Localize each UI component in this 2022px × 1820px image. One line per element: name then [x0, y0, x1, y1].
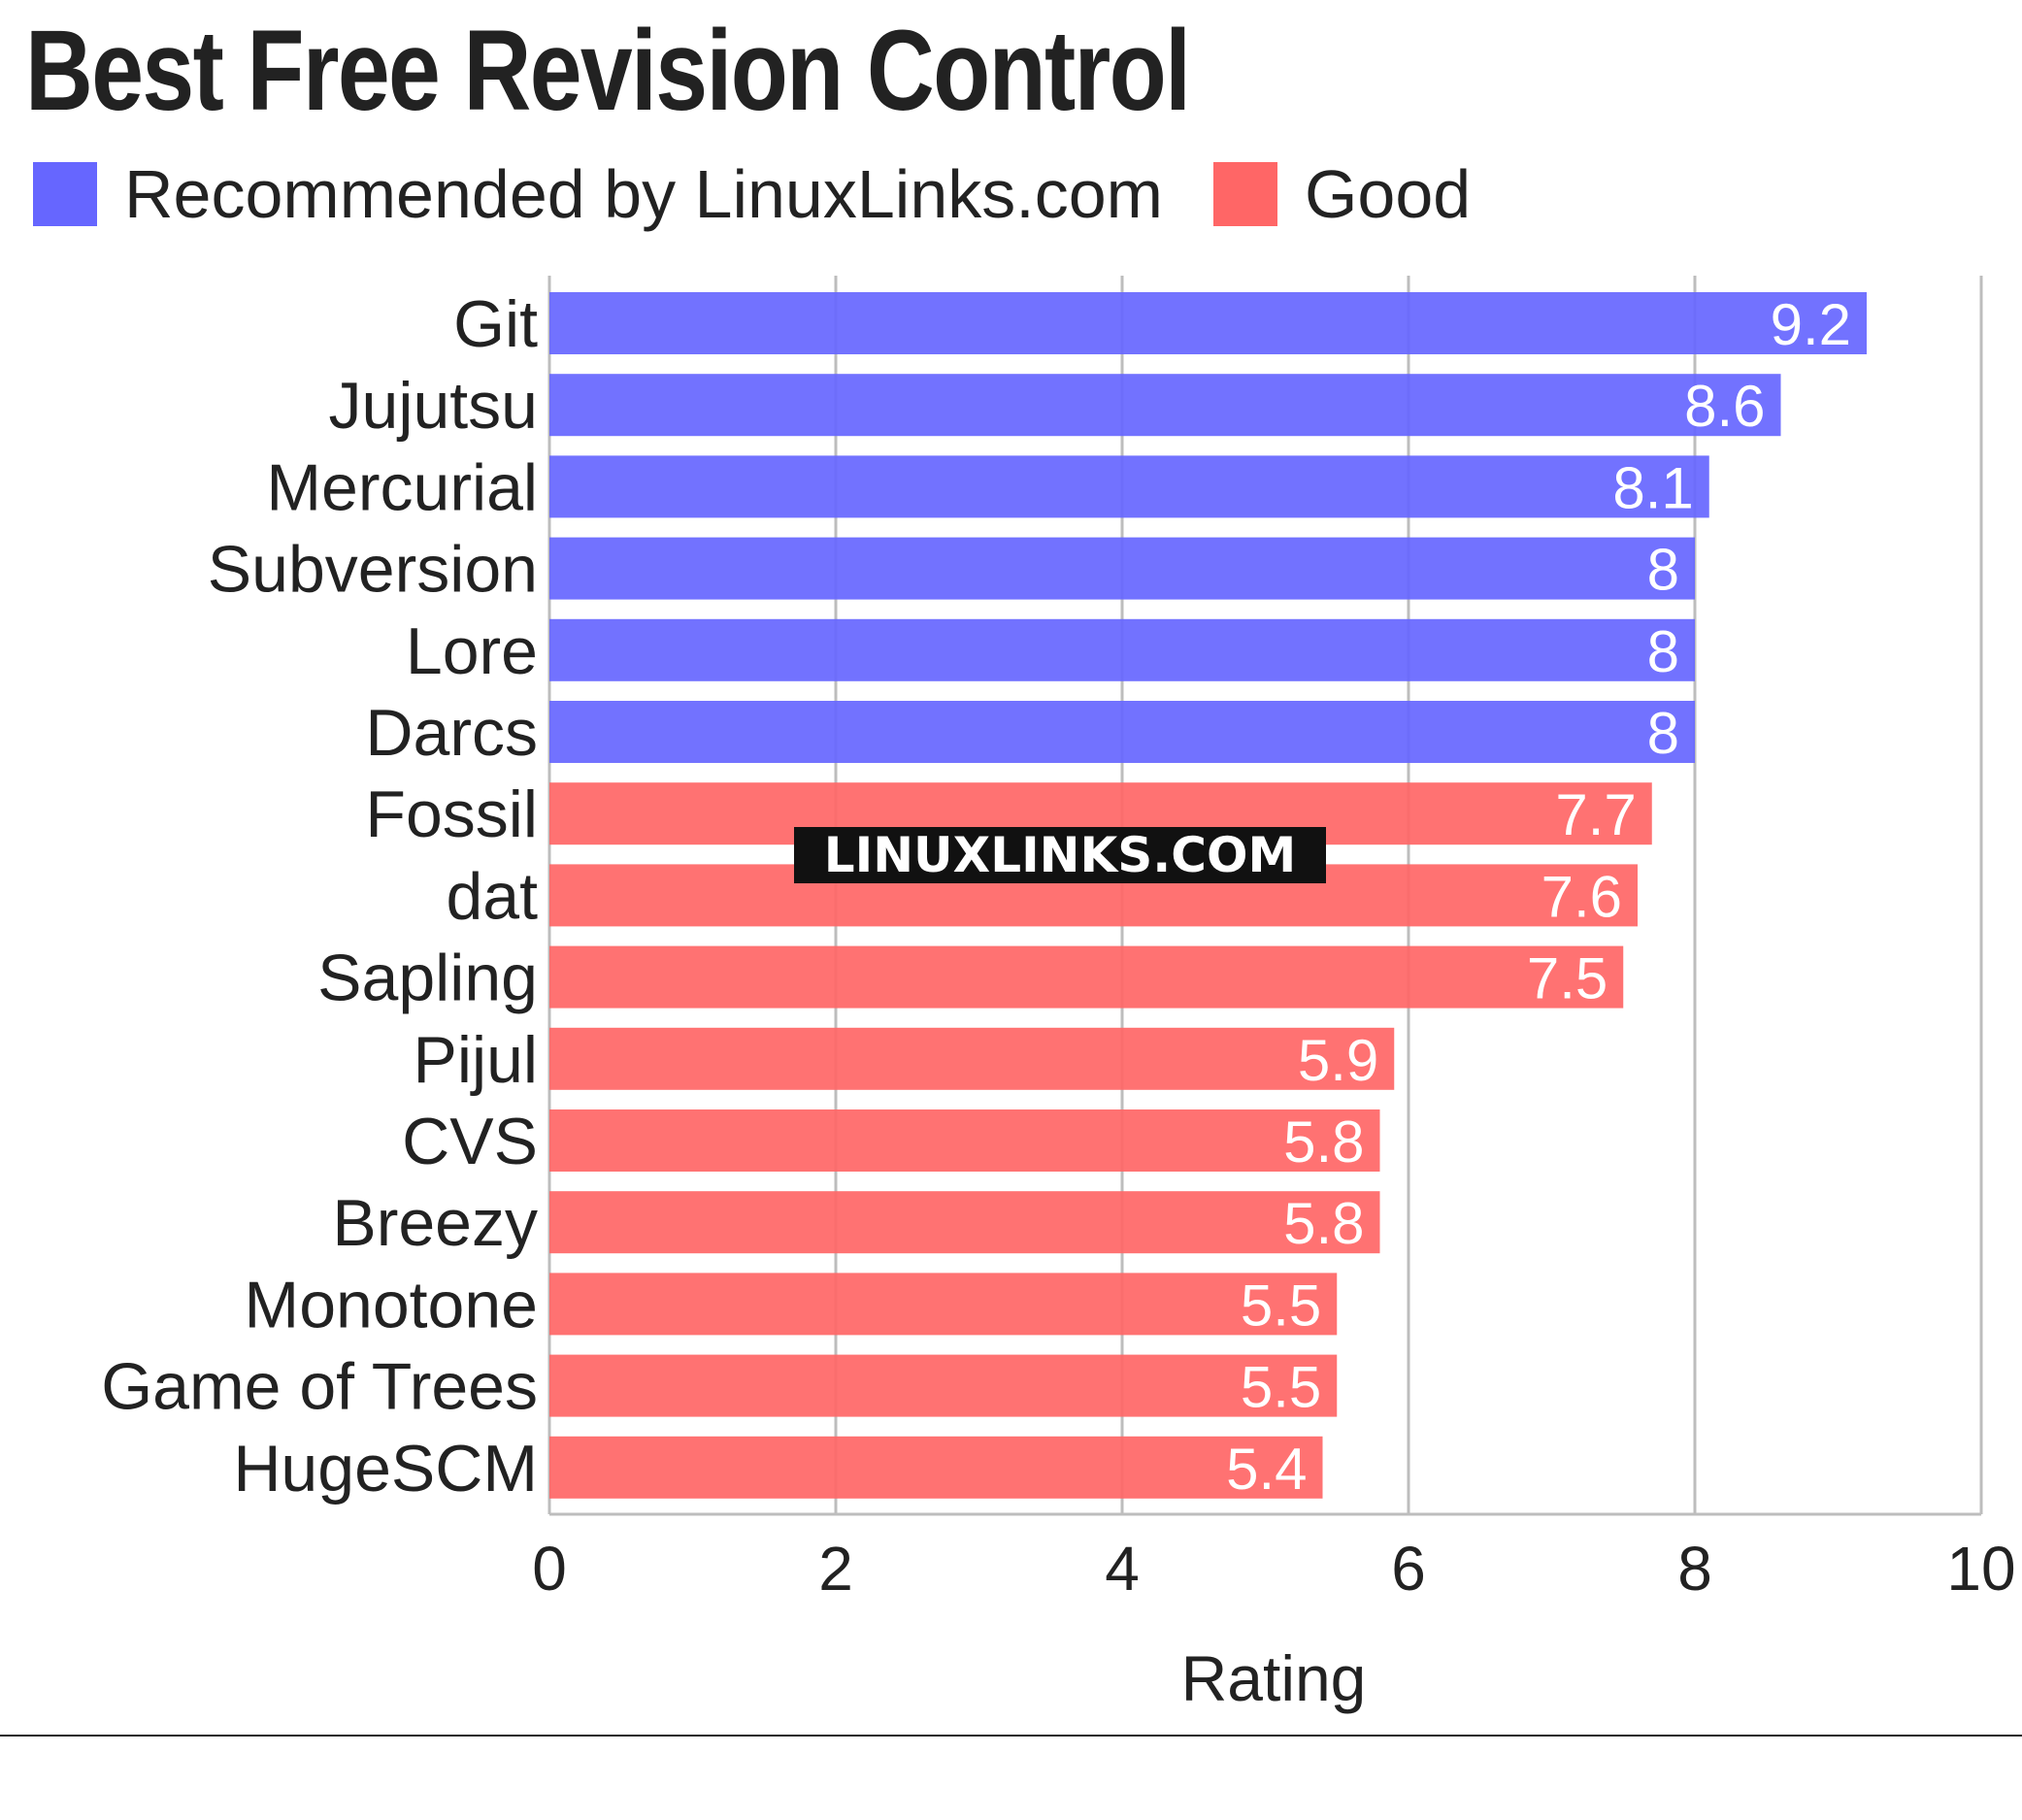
value-label: 8 [1647, 619, 1679, 684]
footer-divider [0, 1735, 2022, 1737]
bar [549, 701, 1695, 763]
value-label: 7.5 [1527, 946, 1608, 1011]
x-tick-labels: 0 2 4 6 8 10 [532, 1534, 2015, 1604]
category-label: Game of Trees [101, 1350, 538, 1424]
bar [549, 1436, 1323, 1499]
legend-item-good: Good [1212, 155, 1472, 233]
category-label: Pijul [414, 1023, 539, 1097]
legend-label-good: Good [1304, 156, 1472, 232]
watermark-text: LINUXLINKS.COM [824, 827, 1296, 883]
value-label: 8 [1647, 538, 1679, 603]
category-label: Monotone [245, 1268, 538, 1341]
value-label: 9.2 [1771, 292, 1851, 357]
category-label: dat [446, 859, 538, 933]
value-label: 8.1 [1612, 455, 1693, 520]
category-label: Breezy [332, 1186, 538, 1260]
bar [549, 537, 1695, 600]
value-label: 5.9 [1298, 1028, 1378, 1093]
x-axis-title: Rating [1181, 1642, 1367, 1714]
category-label: Lore [406, 614, 538, 688]
watermark-background [794, 827, 1326, 883]
bars [549, 292, 1867, 1499]
category-label: Mercurial [266, 450, 538, 524]
category-label: HugeSCM [233, 1432, 538, 1506]
bar [549, 945, 1624, 1009]
category-label: Fossil [365, 778, 538, 851]
value-label: 7.7 [1555, 782, 1636, 847]
legend-label-recommended: Recommended by LinuxLinks.com [124, 156, 1163, 232]
category-label: CVS [402, 1105, 538, 1178]
x-tick-label: 0 [532, 1534, 567, 1604]
category-label: Jujutsu [329, 369, 538, 443]
legend: Recommended by LinuxLinks.com Good [33, 155, 1521, 233]
value-label: 8.6 [1684, 374, 1765, 439]
category-label: Subversion [208, 533, 538, 607]
bar [549, 618, 1695, 681]
x-tick-label: 6 [1391, 1534, 1426, 1604]
x-tick-label: 8 [1677, 1534, 1712, 1604]
category-label: Sapling [317, 942, 538, 1015]
x-tick-label: 2 [818, 1534, 853, 1604]
value-label: 5.5 [1241, 1355, 1321, 1420]
bar [549, 1354, 1338, 1417]
x-tick-label: 10 [1946, 1534, 2015, 1604]
value-label: 7.6 [1541, 864, 1622, 929]
bar [549, 292, 1867, 354]
x-tick-label: 4 [1105, 1534, 1140, 1604]
value-label: 8 [1647, 701, 1679, 766]
value-label: 5.8 [1283, 1109, 1364, 1175]
bar [549, 374, 1781, 437]
bar [549, 1027, 1395, 1090]
bar [549, 1109, 1380, 1172]
value-label: 5.4 [1226, 1437, 1307, 1502]
category-label: Darcs [365, 696, 538, 770]
bar [549, 1191, 1380, 1254]
legend-swatch-good [1212, 162, 1277, 226]
legend-item-recommended: Recommended by LinuxLinks.com [33, 155, 1163, 233]
category-label: Git [453, 287, 538, 361]
legend-swatch-recommended [33, 162, 97, 226]
value-label: 5.8 [1283, 1191, 1364, 1256]
watermark: LINUXLINKS.COM [794, 827, 1326, 883]
bar [549, 1273, 1338, 1336]
value-label: 5.5 [1241, 1273, 1321, 1338]
chart-title: Best Free Revision Control [25, 7, 1191, 135]
bar [549, 455, 1709, 518]
